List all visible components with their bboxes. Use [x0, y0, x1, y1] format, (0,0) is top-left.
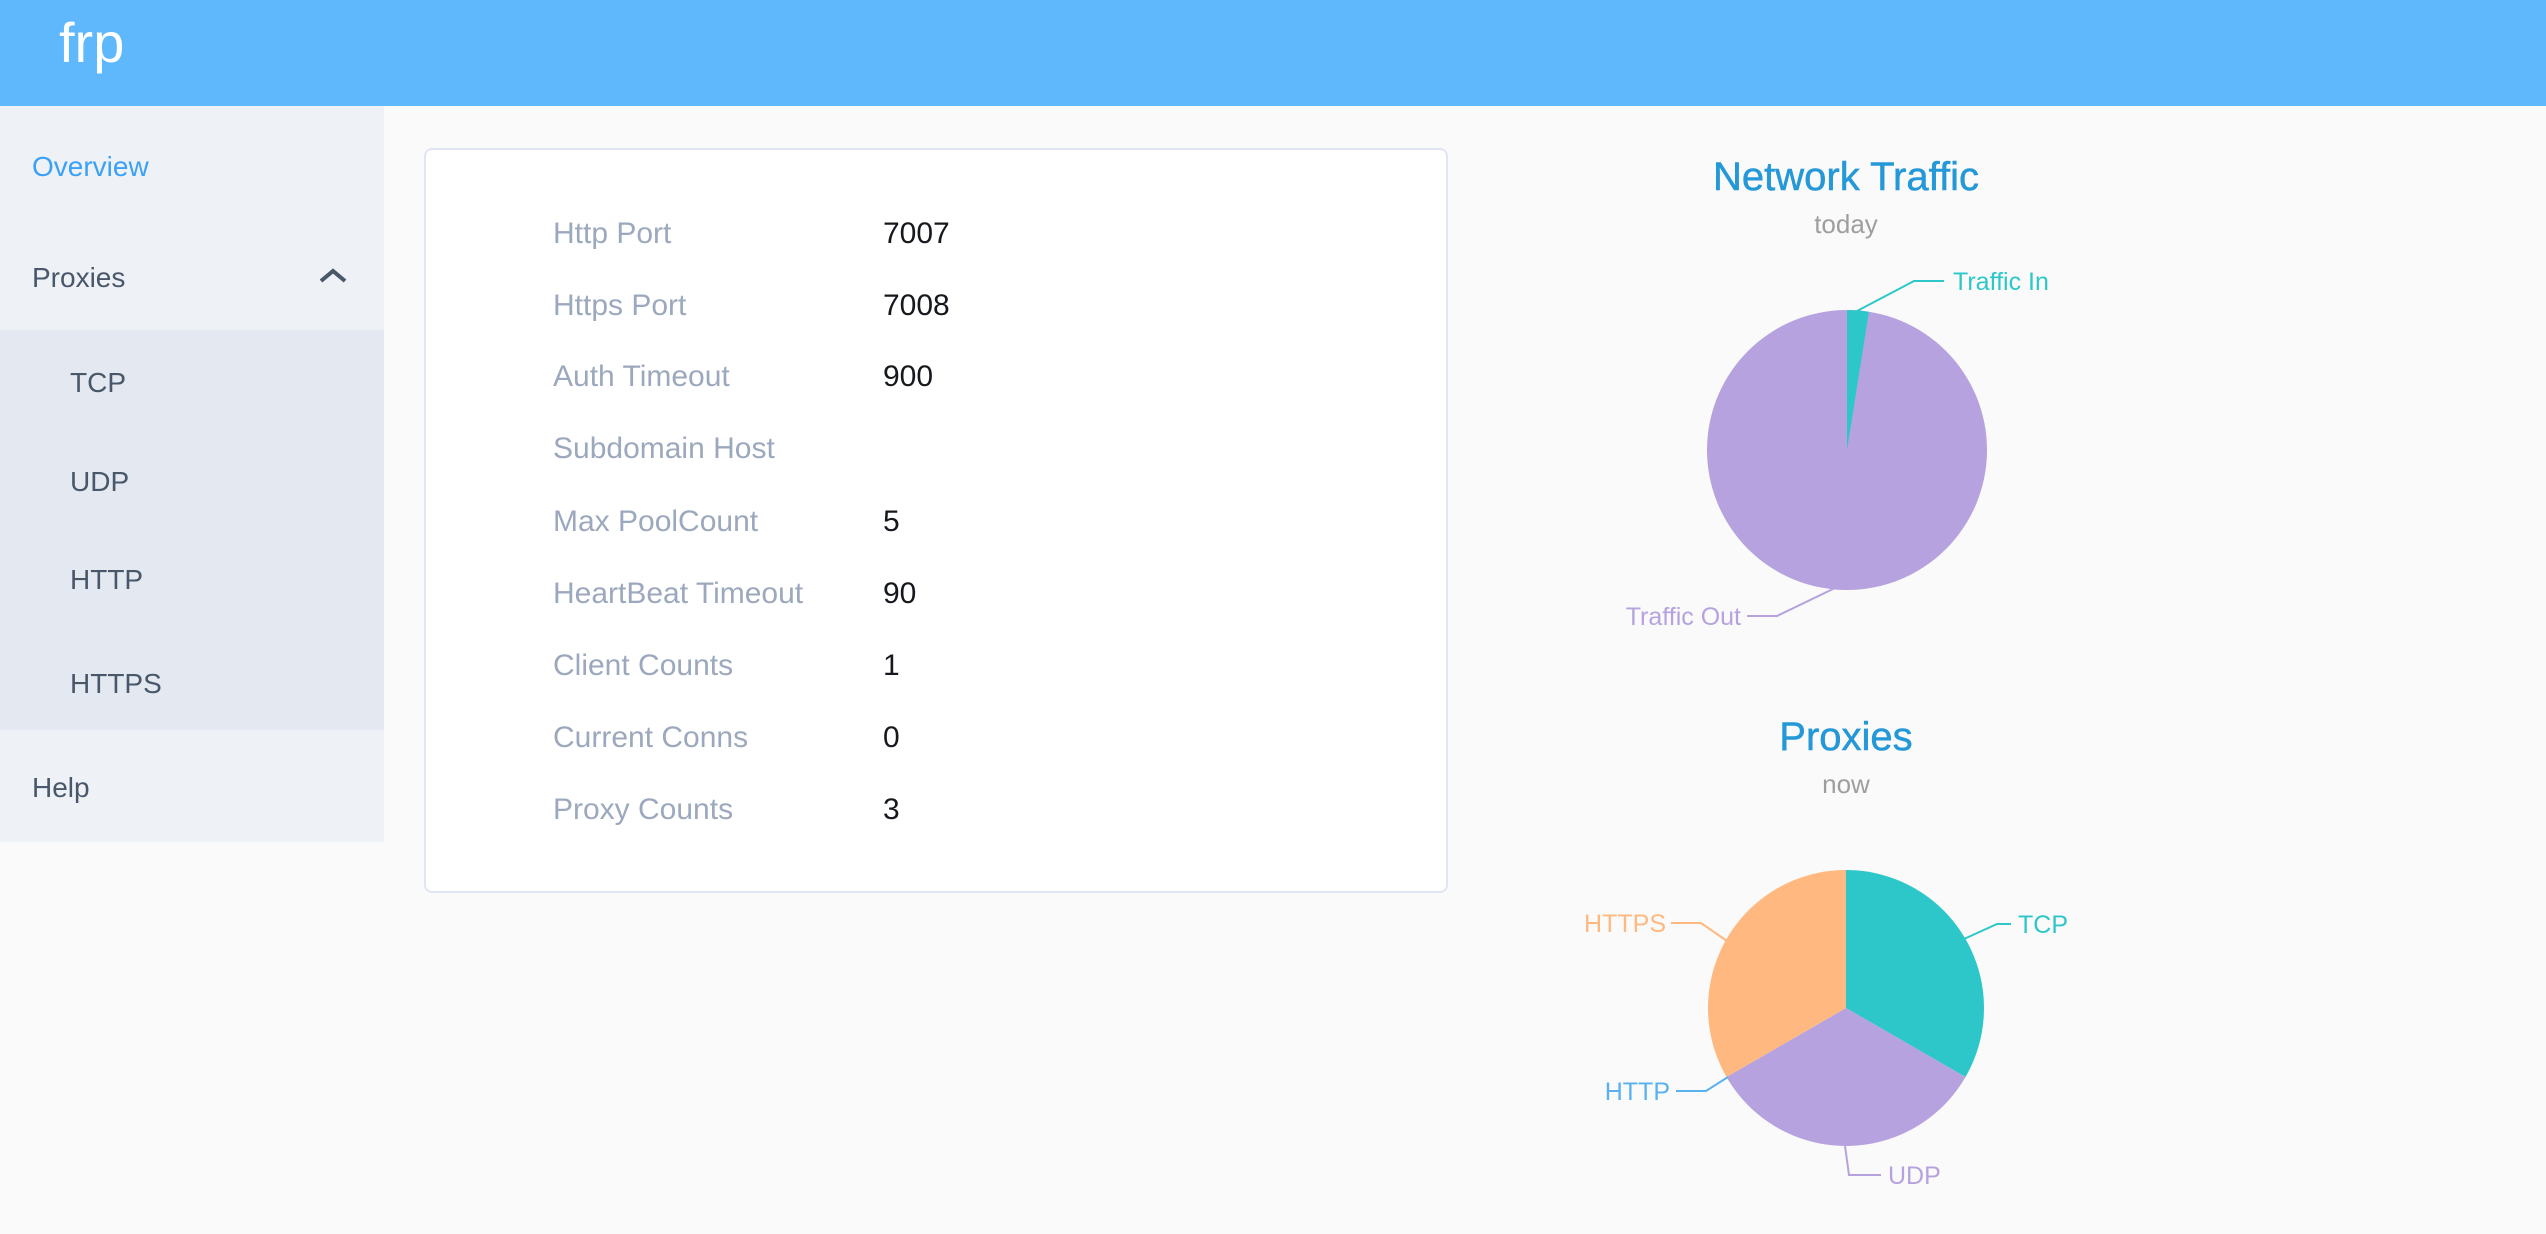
- svg-text:UDP: UDP: [1888, 1162, 1941, 1190]
- svg-text:TCP: TCP: [2018, 911, 2068, 939]
- svg-text:Proxies: Proxies: [1779, 715, 1912, 759]
- svg-text:HTTPS: HTTPS: [1584, 910, 1666, 938]
- svg-text:Network Traffic: Network Traffic: [1713, 155, 1979, 199]
- svg-text:now: now: [1822, 769, 1870, 799]
- svg-text:HTTP: HTTP: [1605, 1078, 1670, 1106]
- svg-text:Traffic In: Traffic In: [1953, 268, 2049, 296]
- svg-text:today: today: [1814, 209, 1878, 239]
- svg-text:Traffic Out: Traffic Out: [1626, 603, 1741, 631]
